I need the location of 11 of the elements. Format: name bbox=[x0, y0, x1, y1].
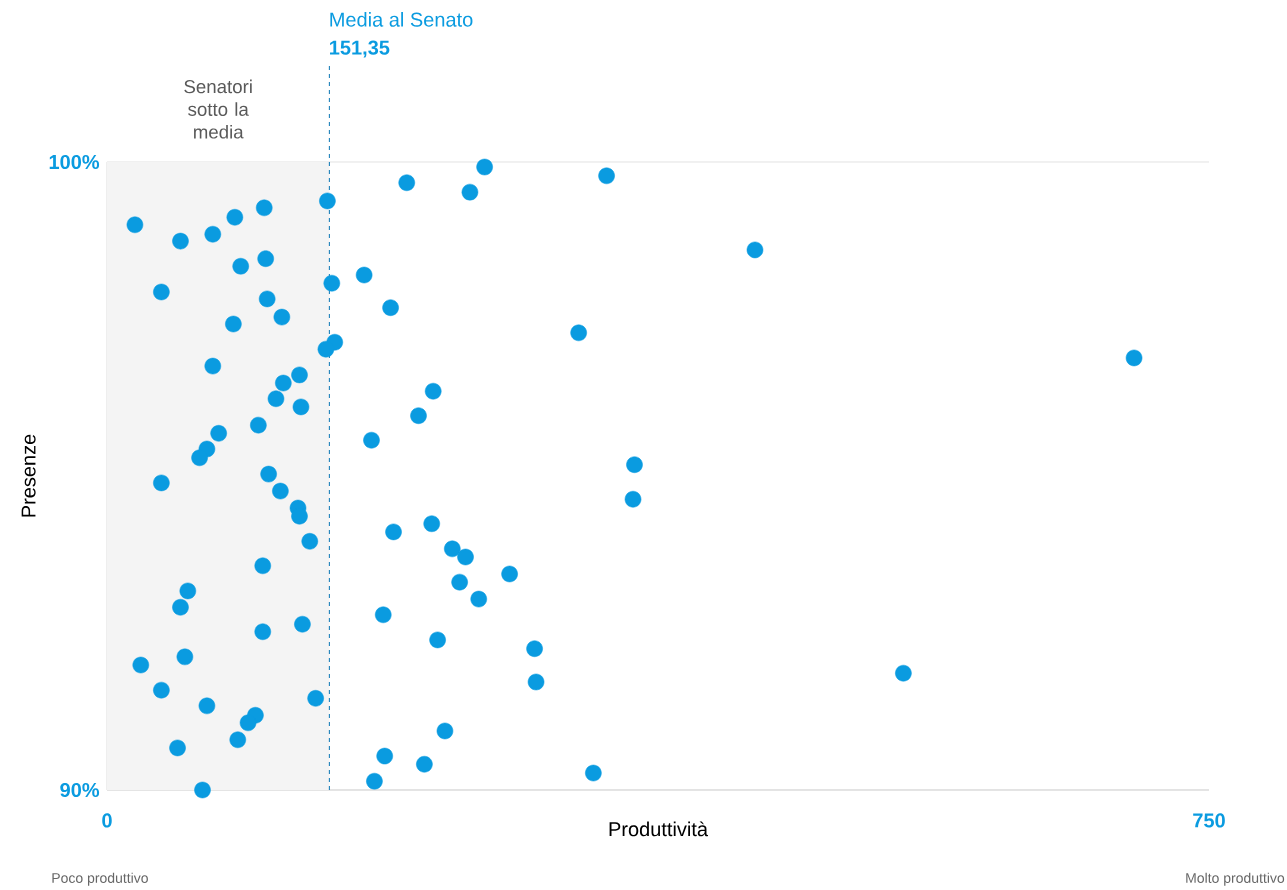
text: Molto produttivo bbox=[1186, 872, 1285, 886]
x-tick-label: 0 bbox=[102, 813, 112, 828]
band-label: Senatori sotto la media bbox=[184, 79, 252, 139]
text: Poco produttivo bbox=[52, 872, 148, 886]
y-tick-label: 90% bbox=[60, 782, 100, 798]
y-axis-title: Presenze bbox=[21, 434, 36, 517]
y-tick-label: 100% bbox=[49, 154, 100, 170]
x-axis-title: Produttività bbox=[609, 821, 709, 837]
text: 151,35 bbox=[330, 40, 390, 58]
ref-line-label: Media al Senato bbox=[330, 12, 473, 27]
x-tick-label: 750 bbox=[1193, 813, 1225, 828]
